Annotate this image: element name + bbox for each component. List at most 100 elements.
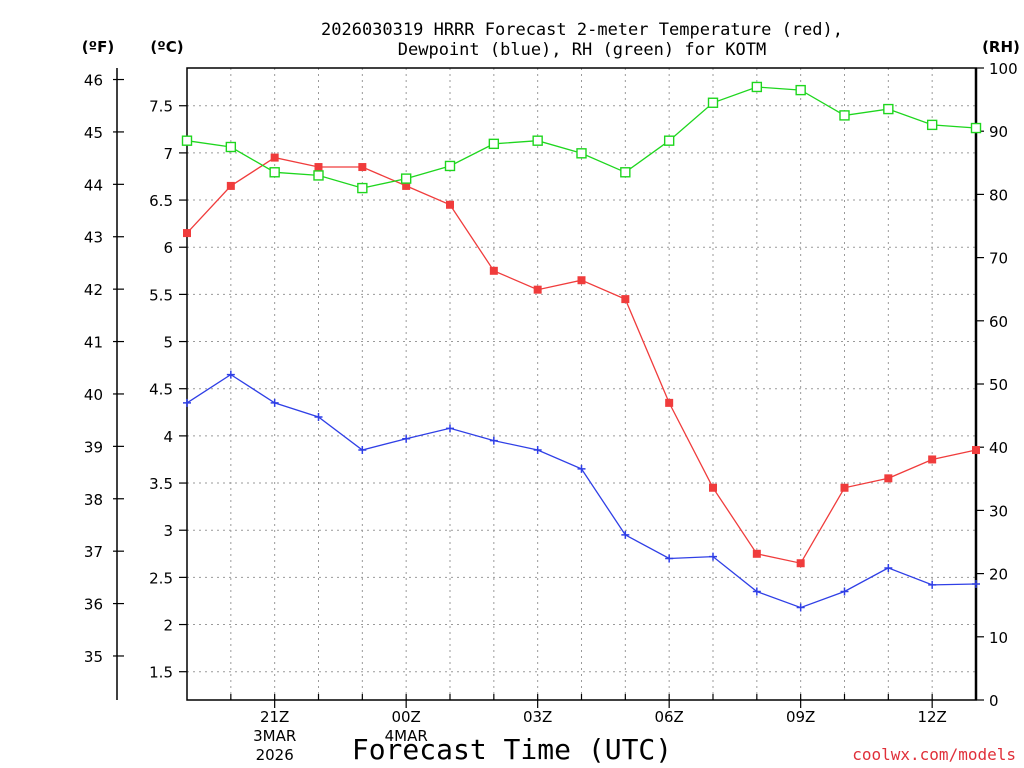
celsius-tick-label: 3 (163, 522, 173, 540)
fahrenheit-tick-label: 42 (84, 281, 103, 299)
dewpoint-point (183, 398, 191, 407)
temperature-point (226, 181, 235, 190)
temperature-point (314, 163, 323, 172)
fahrenheit-tick-label: 39 (84, 438, 103, 456)
rh-tick-label: 20 (989, 566, 1008, 584)
dewpoint-point (446, 424, 454, 433)
rh-point (488, 138, 500, 150)
watermark: coolwx.com/models (852, 745, 1016, 764)
rh-tick-label: 80 (989, 186, 1008, 204)
fahrenheit-tick-label: 45 (84, 124, 103, 142)
dewpoint-point (752, 587, 761, 596)
rh-point (926, 119, 938, 131)
fahrenheit-tick-label: 36 (84, 596, 103, 614)
dewpoint-point (709, 552, 717, 561)
celsius-unit-label: (ºC) (150, 38, 183, 56)
rh-tick-label: 70 (989, 250, 1008, 268)
rh-unit-label: (RH) (982, 38, 1020, 56)
rh-point (970, 122, 982, 134)
dewpoint-point (621, 530, 630, 539)
temperature-point (928, 455, 937, 464)
rh-tick-label: 40 (989, 439, 1008, 457)
temperature-point (358, 163, 367, 172)
rh-tick-label: 10 (989, 629, 1008, 647)
rh-point (225, 141, 237, 153)
dewpoint-point (928, 580, 937, 589)
x-tick-label: 09Z (786, 708, 815, 726)
fahrenheit-tick-label: 38 (84, 491, 103, 509)
temperature-point (796, 559, 805, 568)
x-tick-label: 00Z (391, 708, 420, 726)
celsius-tick-label: 5.5 (149, 286, 173, 304)
celsius-tick-label: 2.5 (149, 569, 173, 587)
celsius-tick-label: 5 (163, 334, 173, 352)
rh-point (444, 160, 456, 172)
temperature-point (402, 181, 411, 190)
temperature-point (183, 229, 191, 238)
rh-point (313, 170, 324, 181)
celsius-tick-label: 3.5 (149, 475, 173, 493)
dewpoint-point (840, 587, 849, 596)
dewpoint-point (577, 464, 586, 473)
dewpoint-point (270, 398, 279, 407)
celsius-tick-label: 2 (163, 617, 173, 635)
dewpoint-point (314, 413, 323, 422)
rh-point (357, 182, 368, 194)
x-axis-label: Forecast Time (UTC) (352, 733, 672, 766)
rh-point (751, 81, 763, 93)
temperature-point (972, 446, 980, 455)
rh-point (883, 103, 894, 115)
fahrenheit-tick-label: 41 (84, 334, 103, 352)
celsius-tick-label: 7.5 (149, 98, 173, 116)
temperature-point (533, 285, 542, 294)
temperature-point (665, 398, 674, 407)
temperature-point (884, 474, 893, 483)
rh-point (663, 135, 675, 146)
rh-point (576, 148, 587, 159)
celsius-tick-label: 1.5 (149, 664, 173, 682)
temperature-point (270, 153, 279, 162)
rh-tick-label: 0 (989, 692, 999, 710)
x-tick-label: 4MAR (385, 727, 428, 745)
celsius-tick-label: 7 (163, 145, 173, 163)
temperature-point (577, 276, 586, 285)
dewpoint-point (226, 370, 235, 379)
dewpoint-point (533, 446, 542, 455)
x-tick-label: 3MAR (253, 727, 296, 745)
rh-point (707, 97, 719, 108)
dewpoint-point (972, 579, 980, 588)
rh-tick-label: 50 (989, 376, 1008, 394)
x-tick-label: 2026 (256, 746, 294, 764)
rh-point (269, 167, 280, 178)
rh-point (620, 167, 631, 178)
temperature-point (840, 483, 849, 492)
temperature-point (752, 549, 761, 558)
celsius-tick-label: 4.5 (149, 381, 173, 399)
celsius-tick-label: 4 (163, 428, 173, 446)
axes: 35 36 37 38 39 40 41 42 43 44 45 46 1.5 2 2.5 3 3.5 4 4.5 5… (84, 60, 1018, 764)
dewpoint-point (884, 563, 893, 572)
fahrenheit-tick-label: 46 (84, 72, 103, 90)
x-tick-label: 21Z (260, 708, 289, 726)
rh-tick-label: 90 (989, 123, 1008, 141)
fahrenheit-unit-label: (ºF) (82, 38, 114, 56)
dewpoint-point (358, 446, 367, 455)
fahrenheit-tick-label: 44 (84, 176, 103, 194)
rh-point (400, 173, 412, 184)
rh-point (839, 110, 850, 121)
dewpoint-point (402, 434, 411, 443)
dewpoint-point (489, 436, 498, 445)
fahrenheit-tick-label: 40 (84, 386, 103, 404)
x-tick-label: 06Z (654, 708, 683, 726)
data-series (181, 81, 982, 612)
rh-point (795, 84, 806, 96)
x-tick-label: 03Z (523, 708, 552, 726)
temperature-point (621, 295, 630, 304)
dewpoint-point (796, 603, 805, 612)
rh-point (181, 135, 193, 146)
temperature-point (446, 200, 454, 209)
chart-title-line-2: Dewpoint (blue), RH (green) for KOTM (398, 40, 766, 60)
dewpoint-point (665, 554, 674, 563)
fahrenheit-tick-label: 35 (84, 648, 103, 666)
